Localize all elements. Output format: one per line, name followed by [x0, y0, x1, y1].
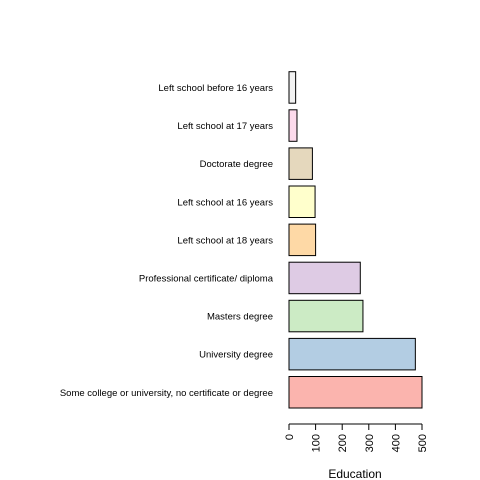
x-tick-label: 0 — [284, 434, 296, 440]
x-tick-label: 500 — [417, 434, 429, 452]
bar — [288, 299, 364, 333]
x-tick-label: 100 — [311, 434, 323, 452]
bar — [288, 337, 416, 371]
x-tick-label: 200 — [337, 434, 349, 452]
category-label: Left school at 18 years — [177, 235, 273, 246]
bar — [288, 185, 316, 218]
x-tick-label: 300 — [364, 434, 376, 452]
category-label: Some college or university, no certifica… — [60, 388, 273, 399]
category-label: Left school at 17 years — [177, 121, 273, 132]
bar — [288, 147, 313, 180]
category-label: Professional certificate/ diploma — [139, 273, 274, 284]
category-labels: Some college or university, no certifica… — [60, 83, 274, 399]
category-label: Left school at 16 years — [177, 197, 273, 208]
bar — [288, 109, 298, 142]
bar — [288, 71, 297, 104]
x-axis-title: Education — [328, 467, 381, 480]
x-axis: 0 100 200 300 400 500 — [284, 423, 429, 452]
category-label: University degree — [199, 350, 273, 361]
bars-group — [288, 71, 423, 409]
x-tick-label: 400 — [390, 434, 402, 452]
category-label: Masters degree — [207, 312, 273, 323]
bar — [288, 223, 317, 257]
category-label: Doctorate degree — [200, 159, 273, 170]
category-label: Left school before 16 years — [158, 83, 273, 94]
bar — [288, 261, 361, 295]
bar — [288, 376, 423, 409]
